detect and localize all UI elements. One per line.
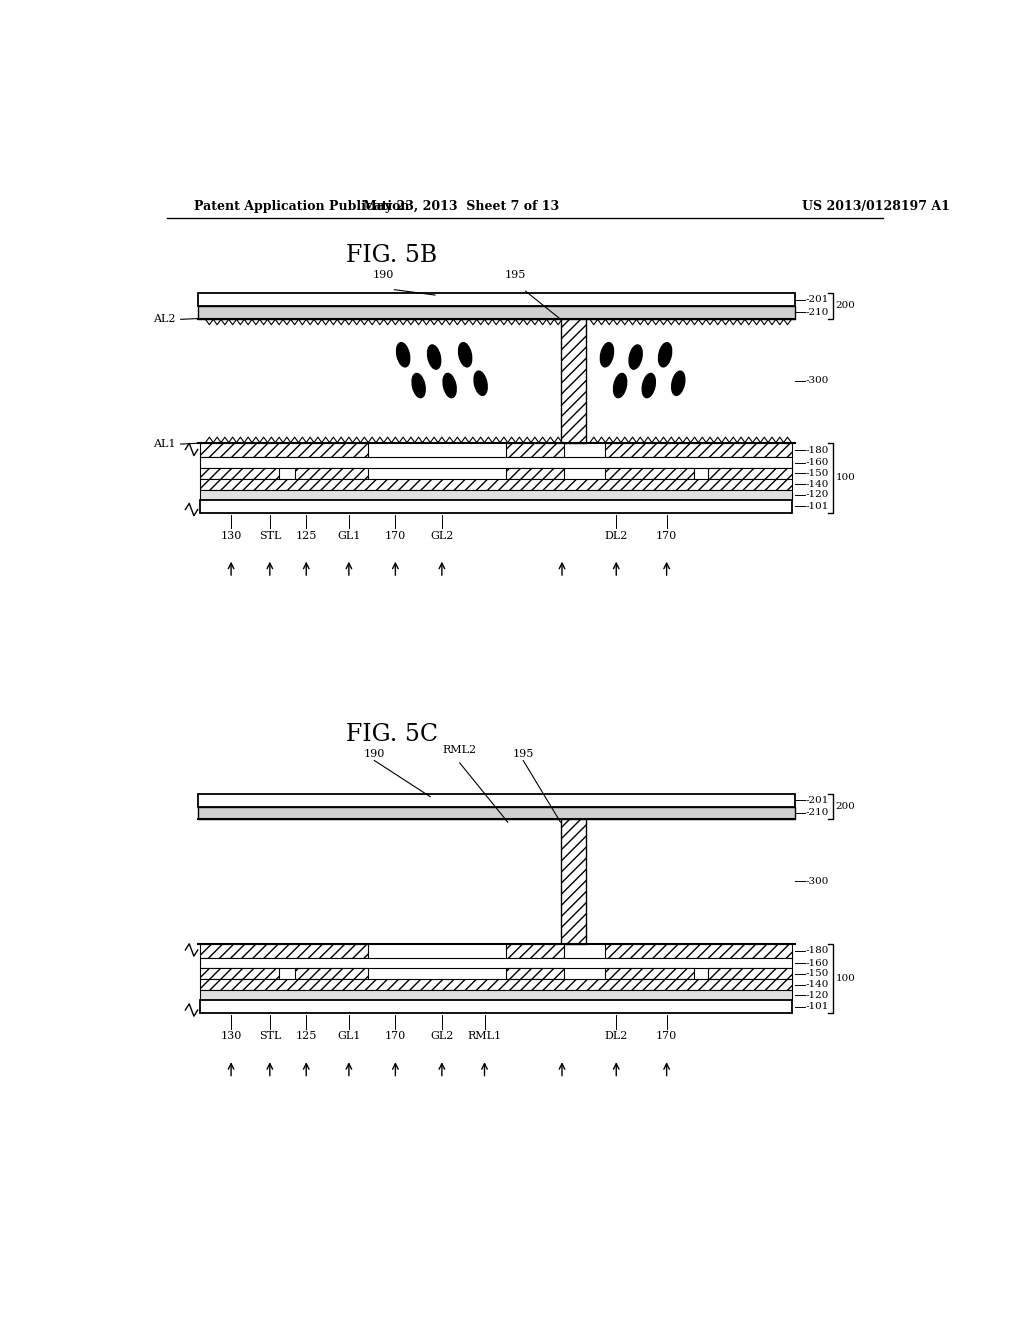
Text: 200: 200: [836, 301, 855, 310]
Text: GL2: GL2: [430, 1031, 454, 1041]
Ellipse shape: [474, 371, 487, 396]
Text: 130: 130: [220, 531, 242, 541]
Text: -201: -201: [805, 296, 828, 304]
Bar: [604, 444, 793, 457]
Ellipse shape: [629, 345, 642, 370]
Bar: [200, 979, 793, 990]
Bar: [604, 969, 693, 979]
Text: STL: STL: [259, 1031, 281, 1041]
Bar: [708, 969, 793, 979]
Text: 190: 190: [373, 271, 394, 280]
Text: 125: 125: [296, 1031, 317, 1041]
Text: -210: -210: [805, 308, 828, 317]
Text: -160: -160: [805, 958, 828, 968]
Text: 130: 130: [220, 1031, 242, 1041]
Bar: [506, 469, 563, 479]
Text: 190: 190: [364, 748, 385, 759]
Text: -150: -150: [805, 469, 828, 478]
Bar: [198, 807, 795, 818]
Bar: [200, 444, 369, 457]
Text: -120: -120: [805, 990, 828, 999]
Text: -180: -180: [805, 446, 828, 454]
Text: RML1: RML1: [467, 1031, 502, 1041]
Bar: [295, 469, 369, 479]
Text: -150: -150: [805, 969, 828, 978]
Bar: [200, 969, 280, 979]
Text: 200: 200: [836, 801, 855, 810]
Text: 170: 170: [385, 531, 406, 541]
Text: -201: -201: [805, 796, 828, 805]
Text: -180: -180: [805, 946, 828, 956]
Text: GL1: GL1: [337, 1031, 360, 1041]
Text: 100: 100: [836, 474, 855, 482]
Text: GL2: GL2: [430, 531, 454, 541]
Text: DL2: DL2: [604, 531, 628, 541]
Bar: [295, 969, 369, 979]
Ellipse shape: [412, 374, 425, 397]
Bar: [708, 469, 793, 479]
Bar: [198, 793, 795, 807]
Ellipse shape: [613, 374, 627, 397]
Ellipse shape: [600, 343, 613, 367]
Bar: [200, 944, 369, 958]
Bar: [200, 958, 793, 969]
Text: 170: 170: [656, 531, 677, 541]
Text: 195: 195: [513, 748, 534, 759]
Text: GL1: GL1: [337, 531, 360, 541]
Bar: [561, 318, 586, 444]
Text: FIG. 5B: FIG. 5B: [346, 244, 437, 267]
Bar: [506, 444, 563, 457]
Bar: [506, 969, 563, 979]
Text: DL2: DL2: [604, 1031, 628, 1041]
Text: -101: -101: [805, 502, 828, 511]
Bar: [604, 469, 693, 479]
Text: -210: -210: [805, 808, 828, 817]
Text: 125: 125: [296, 531, 317, 541]
Text: STL: STL: [259, 531, 281, 541]
Ellipse shape: [642, 374, 655, 397]
Bar: [200, 469, 280, 479]
Text: 170: 170: [656, 1031, 677, 1041]
Bar: [200, 479, 793, 490]
Text: AL1: AL1: [153, 440, 175, 449]
Ellipse shape: [396, 343, 410, 367]
Ellipse shape: [443, 374, 457, 397]
Ellipse shape: [658, 343, 672, 367]
Text: AL2: AL2: [153, 314, 175, 325]
Text: Patent Application Publication: Patent Application Publication: [194, 199, 410, 213]
Ellipse shape: [459, 343, 472, 367]
Bar: [200, 1001, 793, 1014]
Text: -140: -140: [805, 479, 828, 488]
Text: 170: 170: [385, 1031, 406, 1041]
Text: US 2013/0128197 A1: US 2013/0128197 A1: [802, 199, 950, 213]
Bar: [200, 490, 793, 499]
Text: FIG. 5C: FIG. 5C: [345, 723, 437, 746]
Bar: [200, 499, 793, 512]
Text: 100: 100: [836, 974, 855, 983]
Bar: [198, 293, 795, 306]
Bar: [200, 990, 793, 1001]
Text: -300: -300: [805, 876, 828, 886]
Text: -160: -160: [805, 458, 828, 467]
Ellipse shape: [672, 371, 685, 396]
Text: 195: 195: [505, 271, 526, 280]
Text: -140: -140: [805, 981, 828, 989]
Text: -120: -120: [805, 490, 828, 499]
Bar: [561, 818, 586, 944]
Text: RML2: RML2: [442, 746, 477, 755]
Bar: [198, 306, 795, 318]
Text: -300: -300: [805, 376, 828, 385]
Text: -101: -101: [805, 1002, 828, 1011]
Bar: [200, 457, 793, 469]
Bar: [506, 944, 563, 958]
Text: May 23, 2013  Sheet 7 of 13: May 23, 2013 Sheet 7 of 13: [364, 199, 559, 213]
Ellipse shape: [428, 345, 440, 370]
Bar: [604, 944, 793, 958]
